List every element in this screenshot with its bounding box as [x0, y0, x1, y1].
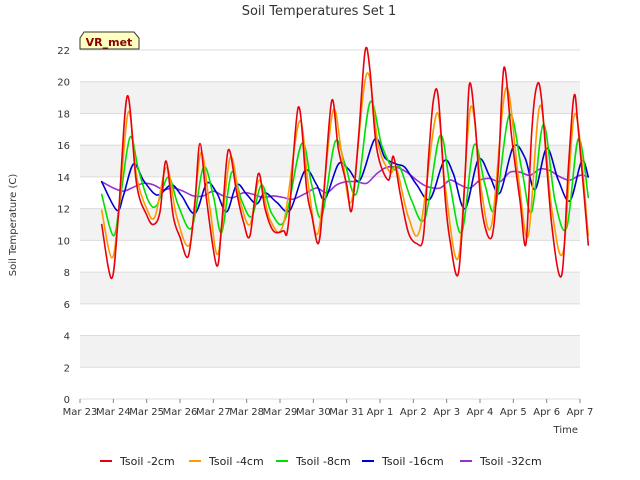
y-tick-label: 12: [57, 205, 70, 216]
y-tick-label: 20: [57, 78, 70, 89]
y-tick-label: 0: [64, 395, 70, 406]
x-tick-label: Apr 6: [533, 407, 560, 418]
x-tick-label: Apr 3: [433, 407, 460, 418]
plot-band: [80, 240, 580, 273]
series-line-tsoil-2cm: [100, 46, 590, 280]
legend-label: Tsoil -4cm: [208, 455, 264, 468]
y-tick-label: 8: [64, 268, 70, 279]
series-line-tsoil-16cm: [100, 137, 590, 215]
plot-bands: [80, 50, 580, 399]
station-tag-label: VR_met: [86, 36, 133, 49]
legend: Tsoil -2cm Tsoil -4cm Tsoil -8cm Tsoil -16c…: [100, 455, 542, 468]
x-tick-label: Mar 24: [96, 407, 131, 418]
y-tick-label: 16: [57, 141, 70, 152]
y-axis-ticks: 0 2 4 6 8 10 12 14 16 18 20 22: [57, 46, 70, 406]
x-tick-label: Mar 23: [63, 407, 98, 418]
legend-label: Tsoil -2cm: [119, 455, 175, 468]
y-tick-label: 14: [57, 173, 70, 184]
plot-band: [80, 272, 580, 304]
series-lines: [100, 46, 590, 280]
x-tick-label: Mar 28: [229, 407, 264, 418]
plot-band: [80, 176, 580, 209]
y-tick-label: 2: [64, 363, 70, 374]
y-tick-label: 6: [64, 300, 70, 311]
y-tick-label: 4: [64, 332, 70, 343]
y-tick-label: 10: [57, 236, 70, 247]
x-tick-label: Mar 26: [163, 407, 198, 418]
y-tick-label: 18: [57, 109, 70, 120]
y-tick-label: 22: [57, 46, 70, 57]
x-tick-label: Apr 2: [400, 407, 427, 418]
station-tag-box: [79, 31, 140, 50]
legend-label: Tsoil -32cm: [479, 455, 542, 468]
legend-label: Tsoil -8cm: [295, 455, 351, 468]
x-tick-label: Mar 29: [263, 407, 298, 418]
x-tick-label: Mar 25: [129, 407, 164, 418]
x-tick-label: Apr 4: [467, 407, 494, 418]
chart-title: Soil Temperatures Set 1: [242, 4, 397, 19]
x-tick-label: Mar 30: [296, 407, 331, 418]
legend-label: Tsoil -16cm: [381, 455, 444, 468]
x-tick-label: Apr 7: [567, 407, 594, 418]
y-axis-title: Soil Temperature (C): [8, 174, 19, 277]
plot-band: [80, 208, 580, 241]
x-tick-label: Mar 31: [329, 407, 364, 418]
plot-band: [80, 367, 580, 399]
x-axis-title: Time: [553, 425, 578, 436]
x-tick-label: Mar 27: [196, 407, 231, 418]
x-tick-label: Apr 5: [500, 407, 527, 418]
plot-band: [80, 50, 580, 82]
station-tag: VR_met: [79, 31, 140, 50]
plot-grid: [80, 49, 580, 400]
plot-band: [80, 335, 580, 368]
plot-band: [80, 303, 580, 336]
x-tick-label: Apr 1: [367, 407, 394, 418]
